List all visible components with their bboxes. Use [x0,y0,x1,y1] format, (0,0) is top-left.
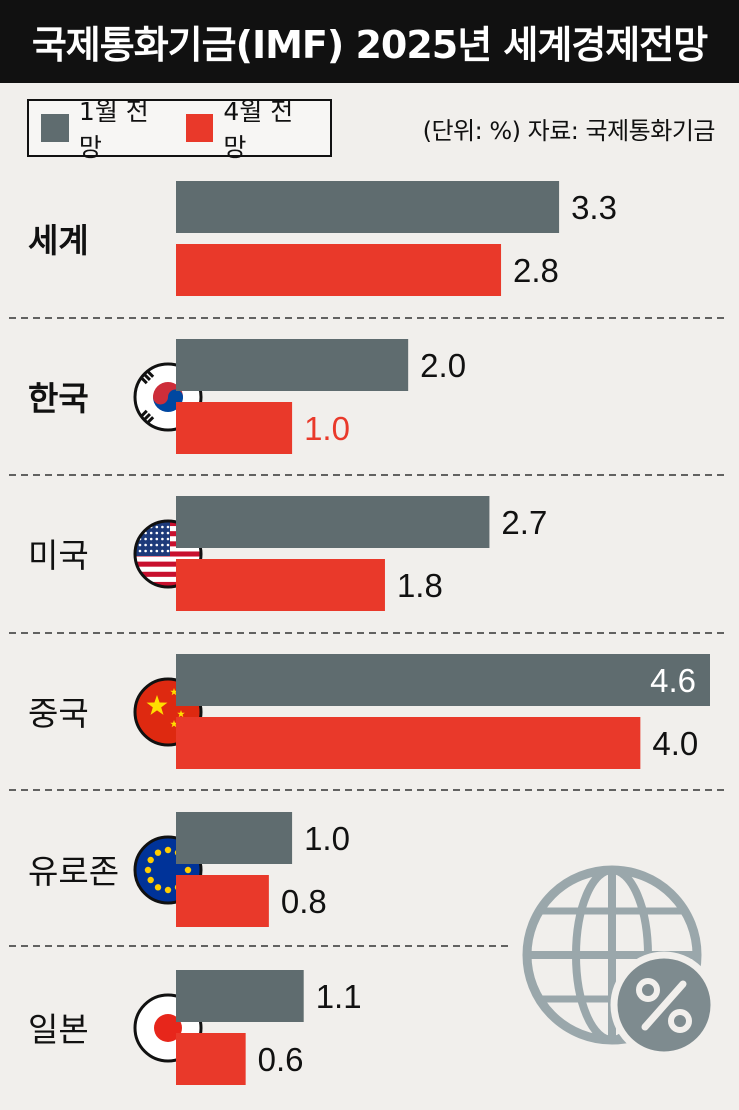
bar-january [176,970,304,1022]
bar-january [176,496,489,548]
bar-april [176,875,269,927]
bar-april [176,1033,246,1085]
value-label: 0.6 [258,1041,304,1078]
value-label: 3.3 [571,189,617,226]
value-label: 1.8 [397,567,443,604]
value-label: 2.8 [513,252,559,289]
value-label: 1.0 [304,410,350,447]
bar-april [176,244,501,296]
category-label: 일본 [28,1011,89,1048]
bar-april [176,559,385,611]
bar-january [176,812,292,864]
value-label: 2.0 [420,347,466,384]
value-label: 1.0 [304,820,350,857]
globe-percent-icon [527,870,714,1055]
value-label: 0.8 [281,883,327,920]
category-label: 유로존 [28,853,119,890]
value-label: 2.7 [501,504,547,541]
value-label: 4.6 [650,662,696,699]
bar-april [176,402,292,454]
bar-april [176,717,640,769]
category-label: 세계 [28,222,89,259]
bar-january [176,654,710,706]
category-label: 중국 [28,695,89,732]
category-label: 미국 [28,537,89,574]
value-label: 1.1 [316,978,362,1015]
bar-january [176,339,408,391]
bar-january [176,181,559,233]
category-label: 한국 [28,380,89,417]
value-label: 4.0 [652,725,698,762]
